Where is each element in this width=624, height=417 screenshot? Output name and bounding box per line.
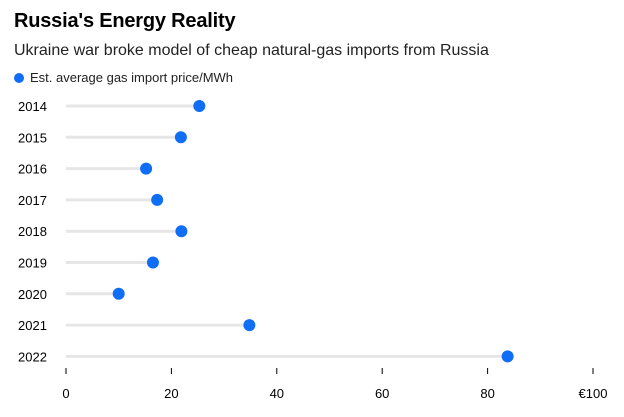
data-point-2016 (140, 162, 153, 175)
y-tick-label-2018: 2018 (18, 224, 47, 239)
dots-group (112, 100, 514, 363)
x-tick-label-0: 0 (62, 386, 69, 401)
y-tick-label-2015: 2015 (18, 130, 47, 145)
x-tick-label-20: 20 (164, 386, 178, 401)
x-tick-label-60: 60 (375, 386, 389, 401)
x-tick-label-100: €100 (579, 386, 608, 401)
legend-swatch (14, 72, 24, 83)
y-tick-label-2021: 2021 (18, 318, 47, 333)
data-point-2022 (501, 350, 514, 363)
legend-label: Est. average gas import price/MWh (30, 70, 234, 85)
y-tick-label-2022: 2022 (18, 349, 47, 364)
data-point-2018 (175, 225, 188, 238)
x-axis: 0 20 40 60 80 €100 (62, 368, 607, 401)
data-point-2020 (112, 287, 125, 300)
x-tick-label-40: 40 (270, 386, 284, 401)
y-tick-label-2014: 2014 (18, 99, 47, 114)
data-point-2017 (151, 193, 164, 206)
chart-title: Russia's Energy Reality (14, 10, 236, 32)
chart-subtitle: Ukraine war broke model of cheap natural… (14, 42, 489, 59)
y-tick-label-2016: 2016 (18, 162, 47, 177)
data-point-2015 (174, 131, 187, 144)
x-tick-label-80: 80 (480, 386, 494, 401)
y-tick-label-2020: 2020 (18, 287, 47, 302)
data-point-2014 (193, 100, 206, 112)
y-tick-label-2017: 2017 (18, 193, 47, 208)
stems-group (66, 104, 508, 358)
legend: Est. average gas import price/MWh (14, 70, 233, 85)
data-point-2019 (146, 256, 159, 269)
y-tick-label-2019: 2019 (18, 256, 47, 271)
y-axis-labels: 2014 2015 2016 2017 2018 2019 2020 2021 2022 (18, 99, 47, 364)
data-point-2021 (243, 319, 256, 332)
